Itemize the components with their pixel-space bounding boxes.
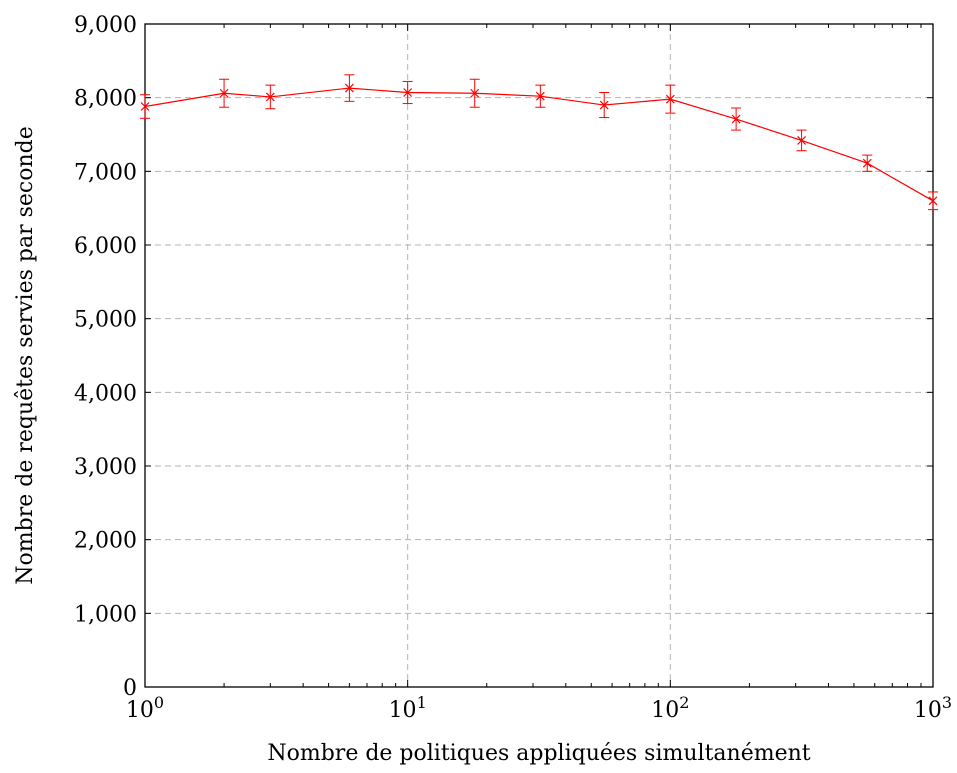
data-point <box>344 83 354 93</box>
data-point <box>797 135 807 145</box>
x-tick-label: 103 <box>914 693 952 723</box>
y-axis-label: Nombre de requêtes servies par seconde <box>13 126 38 584</box>
data-point <box>599 100 609 110</box>
series <box>140 74 938 211</box>
y-tick-label: 7,000 <box>74 160 137 185</box>
y-tick-label: 1,000 <box>74 602 137 627</box>
y-tick-label: 4,000 <box>74 381 137 406</box>
y-tick-labels: 0 1,000 2,000 3,000 4,000 5,000 6,000 7,000 8,00… <box>74 13 137 701</box>
plot-frame <box>144 23 934 688</box>
y-tick-label: 3,000 <box>74 455 137 480</box>
y-tick-label: 9,000 <box>74 13 137 38</box>
data-point <box>862 158 872 168</box>
x-tick-labels: 100 101 102 103 <box>126 693 952 723</box>
y-tick-label: 8,000 <box>74 87 137 112</box>
data-point <box>470 88 480 98</box>
data-point <box>265 92 275 102</box>
y-tick-label: 5,000 <box>74 308 137 333</box>
data-point <box>219 88 229 98</box>
series-layer <box>140 74 938 211</box>
x-tick-label: 101 <box>389 693 427 723</box>
data-point <box>403 88 413 97</box>
y-tick-label: 2,000 <box>74 529 137 554</box>
data-point <box>140 102 150 111</box>
x-axis-label: Nombre de politiques appliquées simultan… <box>267 741 810 766</box>
data-point <box>535 91 545 101</box>
y-tick-label: 6,000 <box>74 234 137 259</box>
x-tick-label: 100 <box>126 693 164 723</box>
y-tick-label: 0 <box>123 676 137 701</box>
data-point <box>731 114 741 124</box>
x-tick-label: 102 <box>651 693 689 723</box>
grid-lines <box>145 24 933 687</box>
data-point <box>665 94 675 104</box>
series-line <box>144 87 934 202</box>
axis-ticks <box>144 23 934 688</box>
data-point <box>928 196 938 206</box>
